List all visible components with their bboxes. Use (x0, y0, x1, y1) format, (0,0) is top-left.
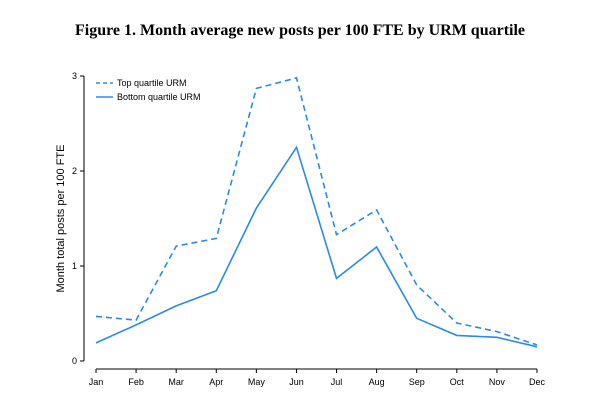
series-layer (95, 76, 538, 348)
x-tick-label: Jul (331, 377, 343, 387)
x-tick-label: May (248, 377, 266, 387)
x-tick-label: Jun (289, 377, 304, 387)
y-axis-label: Month total posts per 100 FTE (55, 145, 67, 293)
x-tick-label: Dec (529, 377, 546, 387)
x-tick-label: Nov (489, 377, 506, 387)
y-tick-label: 2 (72, 166, 77, 176)
series-line-bottom-quartile (95, 145, 538, 348)
legend-label: Bottom quartile URM (117, 92, 201, 102)
x-tick-label: Aug (369, 377, 385, 387)
x-tick-label: Apr (209, 377, 223, 387)
y-tick-label: 1 (72, 261, 77, 271)
legend: Top quartile URM Bottom quartile URM (96, 78, 201, 102)
y-tick-label: 0 (72, 356, 77, 366)
series-line-top-quartile (95, 76, 538, 346)
x-tick-label: Jan (89, 377, 104, 387)
x-tick-label: Mar (168, 377, 184, 387)
x-tick-label: Sep (409, 377, 425, 387)
chart-title: Figure 1. Month average new posts per 10… (74, 22, 526, 39)
axes: 0 1 2 3 Jan Feb Mar Apr May Jun Jul Aug Sep Oct Nov Dec… (55, 71, 545, 387)
y-tick-label: 3 (72, 71, 77, 81)
legend-label: Top quartile URM (117, 78, 187, 88)
x-tick-label: Oct (450, 377, 465, 387)
x-tick-label: Feb (128, 377, 144, 387)
